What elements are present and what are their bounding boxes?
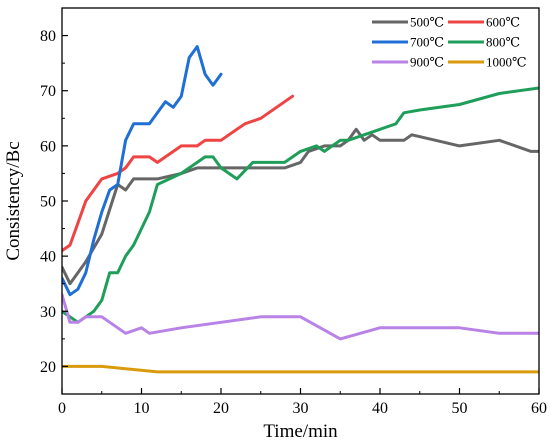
- x-axis: 0 10 20 30 40 50 60: [58, 388, 547, 417]
- series-line-3: [62, 86, 539, 324]
- x-tick-label: 0: [58, 400, 66, 417]
- series-line-2: [62, 45, 223, 297]
- legend-label-5: 1000℃: [486, 55, 527, 70]
- series-line-1: [62, 94, 295, 253]
- y-tick-label: 80: [40, 28, 56, 45]
- legend-label-0: 500℃: [410, 15, 444, 30]
- legend-label-1: 600℃: [486, 15, 520, 30]
- series-line-5: [62, 364, 539, 374]
- legend-label-3: 800℃: [486, 35, 520, 50]
- plot-frame: [61, 7, 540, 395]
- y-axis-title: Consistency/Bc: [3, 141, 24, 260]
- series-layer: [62, 45, 539, 374]
- x-tick-label: 50: [452, 400, 468, 417]
- y-axis: 20 30 40 50 60 70 80: [40, 7, 68, 376]
- x-tick-label: 30: [293, 400, 309, 417]
- x-axis-title: Time/min: [263, 421, 338, 442]
- y-tick-label: 60: [40, 138, 56, 155]
- legend-label-2: 700℃: [410, 35, 444, 50]
- x-tick-label: 20: [213, 400, 229, 417]
- series-line-0: [62, 127, 539, 286]
- series-line-4: [62, 293, 539, 341]
- x-tick-label: 10: [134, 400, 150, 417]
- y-tick-label: 70: [40, 83, 56, 100]
- x-tick-label: 40: [372, 400, 388, 417]
- y-tick-label: 50: [40, 194, 56, 211]
- y-tick-label: 20: [40, 359, 56, 376]
- y-tick-label: 30: [40, 304, 56, 321]
- y-tick-label: 40: [40, 249, 56, 266]
- legend: 500℃ 600℃ 700℃ 800℃ 900℃ 1000℃: [372, 15, 527, 70]
- legend-label-4: 900℃: [410, 55, 444, 70]
- x-tick-label: 60: [531, 400, 547, 417]
